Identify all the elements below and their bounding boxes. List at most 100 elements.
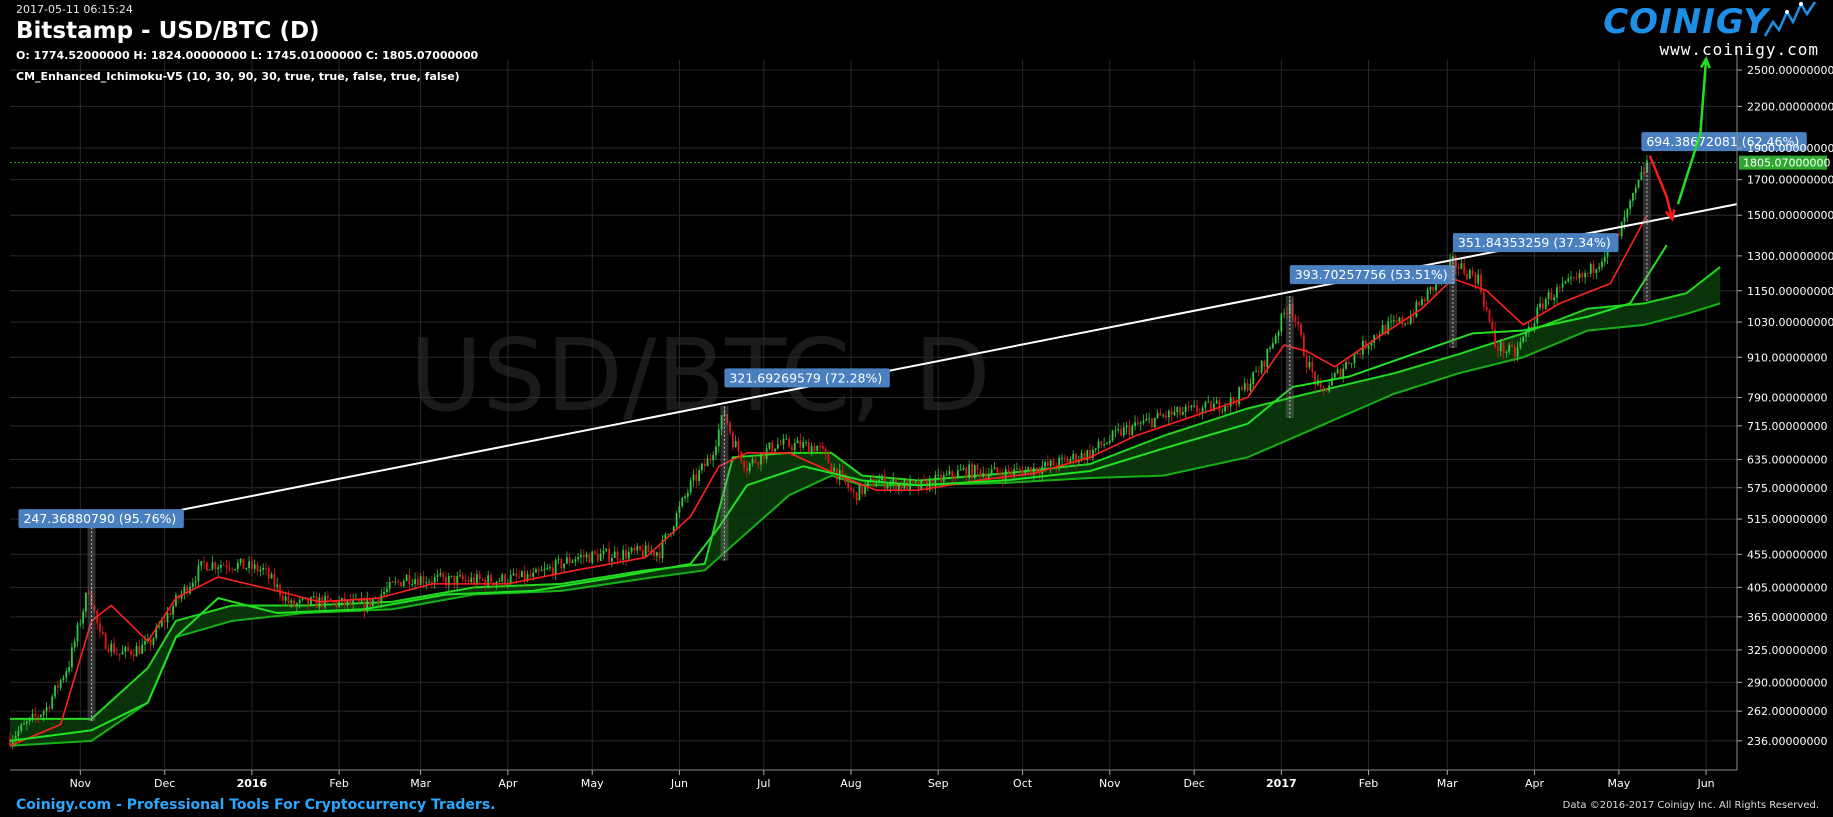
candle-body	[942, 475, 945, 482]
candle-body	[110, 643, 113, 652]
candle-body	[667, 533, 670, 535]
candle-body	[459, 575, 461, 577]
candle-body	[85, 592, 87, 612]
candle-body	[1570, 277, 1572, 279]
candle-body	[335, 601, 338, 607]
candle-body	[1359, 353, 1361, 355]
candle-body	[338, 601, 340, 607]
candle-body	[1325, 388, 1328, 392]
candle-body	[1179, 407, 1181, 415]
candle-body	[692, 474, 695, 481]
candle-body	[1328, 385, 1331, 392]
y-tick-label: 790.00000000	[1747, 391, 1827, 404]
candle-body	[627, 551, 630, 559]
candle-body	[1198, 412, 1201, 414]
candle-body	[9, 738, 11, 746]
candle-body	[343, 597, 346, 606]
candle-body	[42, 711, 45, 716]
footer-tagline[interactable]: Coinigy.com - Professional Tools For Cry…	[16, 797, 496, 813]
candle-body	[1547, 292, 1550, 300]
candle-body	[163, 620, 166, 622]
candle-body	[65, 671, 68, 678]
candle-body	[807, 442, 810, 453]
candle-body	[518, 576, 520, 578]
candle-body	[1347, 362, 1350, 365]
candle-body	[1373, 335, 1376, 343]
candle-body	[445, 577, 447, 586]
candle-body	[715, 446, 717, 456]
candle-body	[1224, 406, 1226, 412]
candle-body	[1193, 405, 1196, 407]
candle-body	[1046, 461, 1049, 467]
candle-body	[813, 445, 816, 452]
candle-body	[1409, 316, 1412, 324]
measure-label: 351.84353259 (37.34%)	[1458, 235, 1611, 250]
candle-body	[400, 582, 402, 587]
candle-body	[968, 464, 971, 479]
candle-body	[1204, 402, 1207, 408]
candle-body	[768, 442, 771, 449]
candle-body	[1435, 280, 1437, 291]
candle-body	[737, 441, 740, 452]
candle-body	[985, 473, 987, 479]
candle-body	[1016, 468, 1018, 470]
candle-body	[1412, 316, 1415, 318]
candle-body	[1598, 266, 1601, 269]
candle-body	[1477, 274, 1480, 284]
candle-body	[1246, 383, 1249, 391]
candle-body	[895, 478, 897, 491]
candle-body	[611, 557, 613, 562]
indicator-label[interactable]: CM_Enhanced_Ichimoku-V5 (10, 30, 90, 30,…	[16, 70, 460, 83]
candle-body	[788, 438, 791, 447]
y-tick-label: 1900.00000000	[1747, 142, 1833, 155]
candle-body	[248, 561, 250, 569]
candle-body	[360, 598, 363, 602]
candle-body	[130, 650, 132, 655]
candle-body	[937, 474, 940, 476]
candle-body	[236, 562, 239, 570]
y-tick-label: 290.00000000	[1747, 676, 1827, 689]
candle-body	[56, 685, 59, 688]
candle-body	[886, 485, 889, 489]
candle-body	[1083, 453, 1086, 461]
candle-body	[841, 469, 844, 474]
candle-body	[748, 463, 751, 471]
candle-body	[537, 569, 540, 572]
candle-body	[73, 641, 76, 648]
candle-body	[1466, 273, 1468, 279]
candle-body	[515, 573, 518, 577]
candle-body	[866, 481, 869, 486]
candle-body	[45, 707, 48, 712]
candle-body	[54, 685, 56, 697]
candle-body	[450, 575, 453, 577]
candle-body	[1311, 361, 1314, 372]
footer-copyright: Data ©2016-2017 Coinigy Inc. All Rights …	[1562, 800, 1819, 811]
x-tick-label: Aug	[840, 777, 861, 790]
candle-body	[1021, 470, 1024, 476]
candle-body	[476, 574, 478, 584]
candle-body	[1429, 286, 1432, 290]
logo-url[interactable]: www.coinigy.com	[1659, 40, 1819, 59]
candle-body	[447, 575, 450, 586]
candle-body	[121, 651, 124, 655]
candle-body	[138, 646, 141, 654]
candle-body	[619, 559, 622, 561]
candle-body	[1013, 468, 1016, 475]
candle-body	[1339, 369, 1342, 378]
candle-body	[1643, 172, 1646, 174]
candle-body	[1103, 444, 1106, 446]
candle-body	[295, 603, 298, 607]
candle-body	[644, 545, 647, 557]
candle-body	[774, 448, 776, 452]
candle-body	[1525, 331, 1527, 337]
candle-body	[771, 442, 774, 452]
y-tick-label: 262.00000000	[1747, 705, 1827, 718]
y-tick-label: 325.00000000	[1747, 644, 1827, 657]
candle-body	[1122, 427, 1125, 436]
candle-body	[1308, 361, 1311, 368]
candle-body	[613, 551, 616, 558]
candle-body	[186, 586, 189, 594]
candle-body	[1280, 313, 1283, 332]
